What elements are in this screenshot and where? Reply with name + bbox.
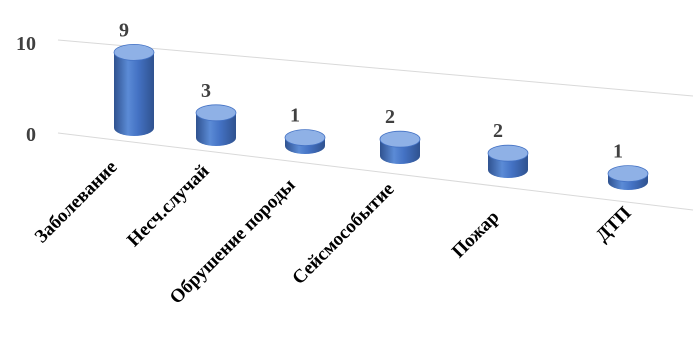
gridline-10	[57, 39, 694, 97]
bar-3	[284, 129, 326, 154]
category-label: Несч.случай	[123, 161, 213, 251]
bar-top	[487, 144, 529, 162]
data-label: 2	[493, 120, 503, 142]
y-tick-label: 0	[26, 124, 36, 146]
bar-top	[195, 104, 237, 122]
gridline-0	[57, 132, 694, 211]
category-label: Сейсмособытие	[288, 179, 398, 289]
bar-top	[284, 129, 326, 147]
bar-4	[379, 130, 421, 164]
data-label: 1	[613, 141, 623, 163]
bar-body	[196, 112, 236, 146]
bar-top	[379, 130, 421, 148]
category-label: Заболевание	[31, 157, 122, 248]
y-tick-label: 10	[16, 33, 36, 55]
data-label: 2	[385, 106, 395, 128]
data-label: 9	[119, 19, 129, 41]
bar-top	[113, 44, 155, 61]
bar-body	[114, 52, 154, 136]
category-label: ДТП	[592, 203, 636, 247]
data-label: 1	[290, 105, 300, 127]
data-label: 3	[201, 80, 211, 102]
category-label: Пожар	[448, 207, 504, 263]
bar-6	[607, 165, 649, 190]
bar-5	[487, 144, 529, 178]
bar-2	[195, 104, 237, 146]
bar-1	[113, 44, 155, 136]
bar-top	[607, 165, 649, 183]
